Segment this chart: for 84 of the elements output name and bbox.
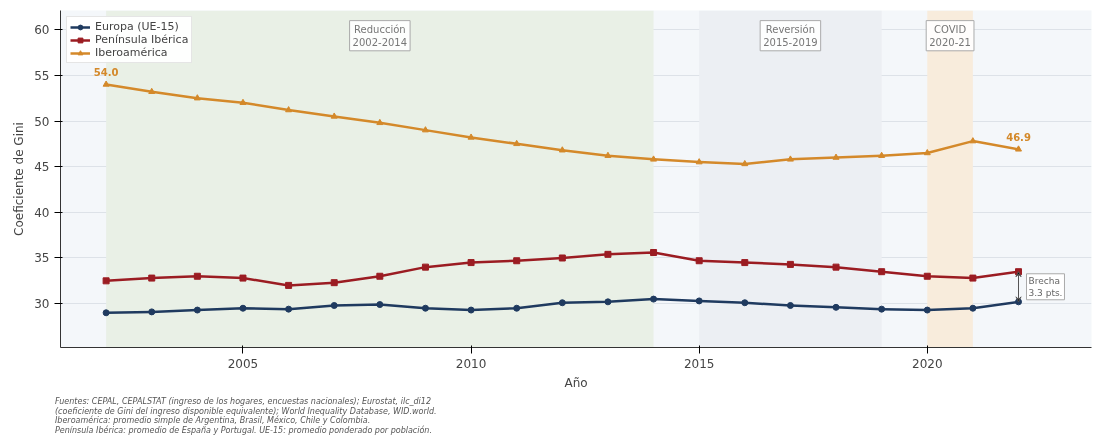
point [285,305,293,313]
point [695,257,703,265]
legend-label: Europa (UE-15) [95,20,179,33]
point [239,98,247,105]
band-label: COVID 2020-21 [929,23,971,48]
x-tick-label: 2015 [683,356,715,371]
point [513,139,521,147]
point [102,80,110,87]
point [558,299,566,307]
point [878,305,886,313]
point [923,306,931,314]
x-tick-label: 2010 [455,356,487,371]
point [148,87,156,95]
y-tick-label: 35 [34,251,50,266]
x-tick-label: 2020 [912,356,943,371]
band-label: Reversión 2015-2019 [763,23,818,48]
point [786,302,794,309]
point [376,272,384,280]
point [832,153,840,160]
point [285,106,293,113]
annotation: Brecha 3.3 pts. [1028,275,1063,298]
point [239,304,247,312]
source-note: Fuentes: CEPAL, CEPALSTAT (ingreso de los hogares, encuestas nacionales); Eurostat, ilc_di12 (coeficiente de Gini del ingreso disponible equivalente); World Inequality Database, WID.world. Iberoamérica: promedio simple de Argentina, Brasil, México, Chile y Colombia. Península Ibérica: promedio de España y Portugal. UE-15: promedio ponderado por población. [55,397,437,436]
point [604,151,612,158]
point [285,281,293,289]
point [148,274,156,282]
point [786,155,794,162]
point [741,299,749,307]
point [421,304,429,312]
y-tick-label: 60 [34,23,50,38]
point [695,158,703,165]
point [467,133,475,140]
point [878,268,886,276]
point [923,272,931,280]
y-tick-label: 45 [34,160,50,175]
point [786,260,794,268]
data-label: 46.9 [1006,132,1031,144]
point [695,297,703,305]
point [604,298,612,306]
point [193,272,201,280]
point [467,306,475,314]
point [376,301,384,309]
point [513,304,521,312]
point [650,249,658,257]
y-axis-title: Coeficiente de Gini [12,122,27,236]
point [467,259,475,267]
point [558,254,566,262]
point [330,112,338,119]
point [969,137,977,144]
band-label: Reducción 2002-2014 [352,23,408,48]
point [832,303,840,311]
point [376,118,384,126]
point [193,94,201,101]
legend-label: Península Ibérica [95,33,189,46]
point [741,259,749,267]
point [148,308,156,316]
y-tick-label: 50 [34,114,50,129]
x-tick-label: 2005 [227,356,259,371]
data-label: 54.0 [93,67,119,79]
point [558,146,566,153]
point [421,263,429,271]
point [650,155,658,162]
point [1015,145,1023,152]
point [193,306,201,314]
point [239,274,247,282]
point [330,302,338,309]
point [604,250,612,258]
point [832,263,840,271]
legend-label: Iberoamérica [95,46,168,59]
y-tick-label: 55 [34,68,50,83]
point [969,274,977,282]
point [513,257,521,265]
point [421,126,429,133]
point [650,295,658,303]
y-tick-label: 40 [34,205,50,220]
point [102,309,110,317]
point [923,149,931,156]
point [102,277,110,285]
y-tick-label: 30 [34,297,50,312]
point [969,304,977,312]
x-axis-title: Año [564,375,588,390]
point [330,279,338,287]
point [741,159,749,167]
point [878,151,886,158]
